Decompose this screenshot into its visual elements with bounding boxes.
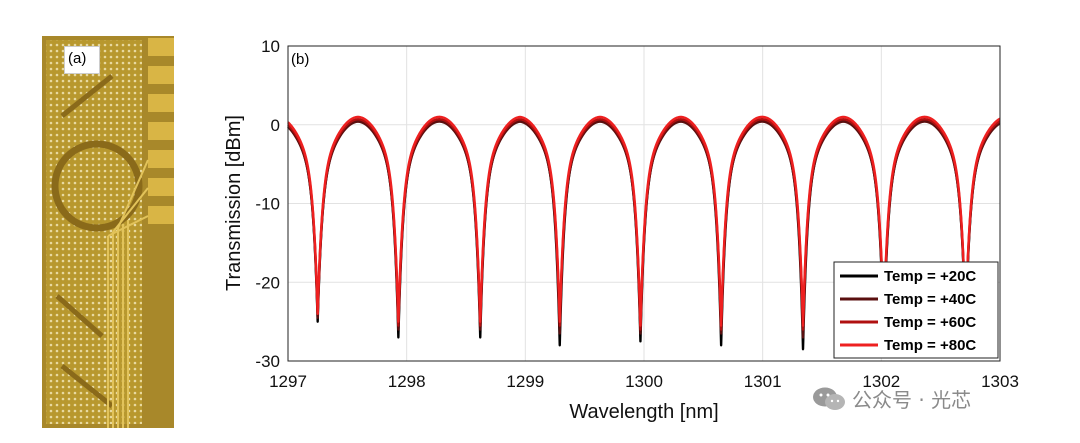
panel-a-tag-background — [64, 46, 100, 74]
x-tick-label: 1298 — [388, 372, 426, 391]
legend-box — [833, 261, 999, 359]
y-tick-label: -20 — [255, 273, 280, 292]
panel-a-label: (a) — [68, 50, 87, 67]
ticks: 1297 1298 1299 1300 1301 1302 1303 -30 -20 -10 0 10 — [255, 37, 1018, 391]
y-tick-label: -10 — [255, 195, 280, 214]
legend-label: Temp = +40C — [884, 291, 976, 308]
legend-label: Temp = +20C — [884, 268, 976, 285]
x-tick-label: 1297 — [269, 372, 307, 391]
plot-frame — [287, 45, 1001, 362]
y-tick-label: 10 — [261, 37, 280, 56]
watermark-text: 公众号 · 光芯 — [852, 388, 972, 412]
y-tick-label: 0 — [271, 116, 280, 135]
chip-micrograph: (a) — [42, 36, 174, 428]
panel-b-tag: (b) — [291, 51, 309, 68]
x-tick-label: 1301 — [744, 372, 782, 391]
watermark: 公众号 · 光芯 — [812, 384, 971, 413]
x-tick-label: 1302 — [862, 372, 900, 391]
y-tick-label: -30 — [255, 352, 280, 371]
legend: Temp = +20C Temp = +40C Temp = +60C Temp = … — [833, 261, 999, 359]
x-tick-label: 1303 — [981, 372, 1019, 391]
y-axis-title: Transmission [dBm] — [223, 115, 245, 291]
wechat-icon — [813, 387, 845, 410]
legend-label: Temp = +80C — [884, 337, 976, 354]
series-line-4 — [287, 115, 1001, 327]
legend-label: Temp = +60C — [884, 314, 976, 331]
x-axis-title: Wavelength [nm] — [569, 401, 718, 423]
x-tick-label: 1299 — [506, 372, 544, 391]
x-tick-label: 1300 — [625, 372, 663, 391]
